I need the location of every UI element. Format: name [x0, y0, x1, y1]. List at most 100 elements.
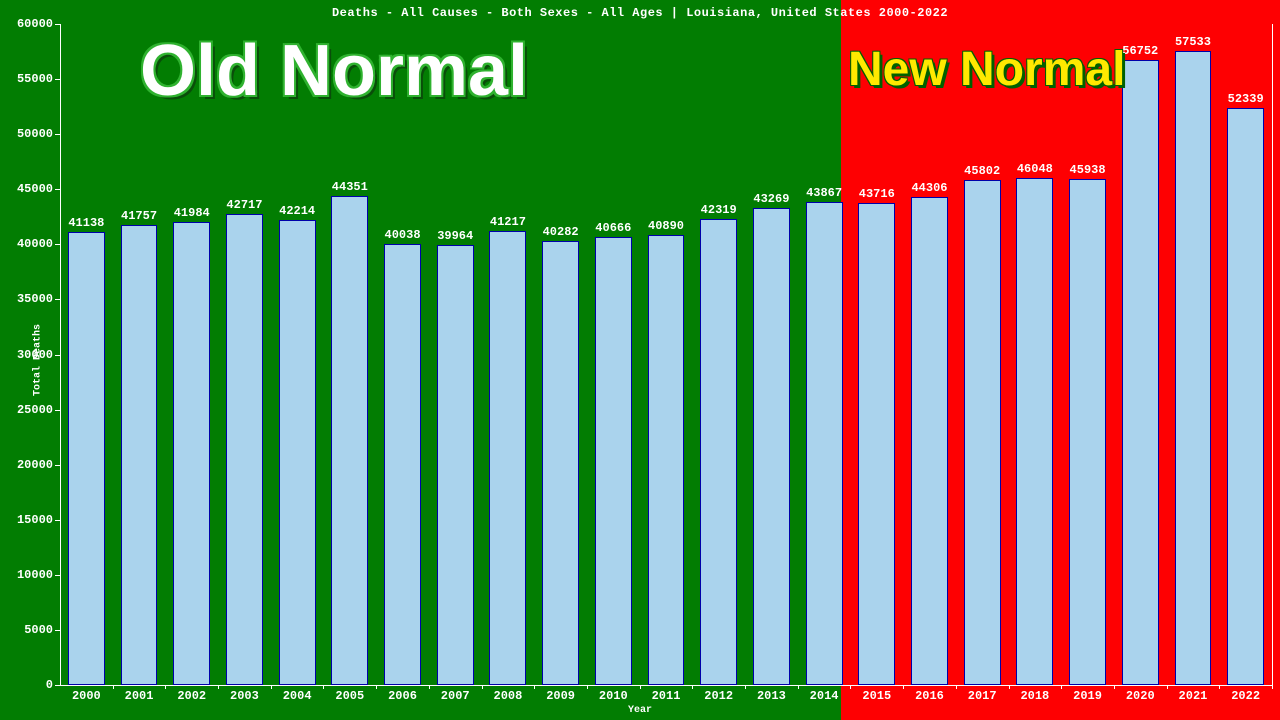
- x-tick-label: 2005: [335, 689, 364, 703]
- x-tick: [587, 685, 588, 689]
- y-tick: [55, 520, 60, 521]
- y-tick-label: 5000: [13, 623, 53, 637]
- bar-value-label: 44306: [911, 181, 947, 195]
- bar-value-label: 45938: [1070, 163, 1106, 177]
- bar: [1069, 179, 1106, 685]
- y-axis-line: [60, 24, 61, 685]
- bar: [595, 237, 632, 685]
- bar: [911, 197, 948, 685]
- bar: [68, 232, 105, 685]
- bar: [331, 196, 368, 685]
- x-tick-label: 2000: [72, 689, 101, 703]
- x-tick-label: 2001: [125, 689, 154, 703]
- y-tick: [55, 630, 60, 631]
- x-axis-line: [60, 685, 1272, 686]
- bar-value-label: 43269: [753, 192, 789, 206]
- x-tick-label: 2007: [441, 689, 470, 703]
- y-tick: [55, 410, 60, 411]
- y-tick: [55, 299, 60, 300]
- y-tick: [55, 355, 60, 356]
- bar-value-label: 41757: [121, 209, 157, 223]
- y-tick-label: 60000: [13, 17, 53, 31]
- x-tick: [271, 685, 272, 689]
- chart-title: Deaths - All Causes - Both Sexes - All A…: [0, 6, 1280, 20]
- y-tick: [55, 189, 60, 190]
- x-tick: [1167, 685, 1168, 689]
- x-tick: [429, 685, 430, 689]
- bar-value-label: 46048: [1017, 162, 1053, 176]
- bar: [1016, 178, 1053, 685]
- x-tick-label: 2017: [968, 689, 997, 703]
- x-tick-label: 2002: [177, 689, 206, 703]
- x-tick-label: 2006: [388, 689, 417, 703]
- y-tick: [55, 134, 60, 135]
- x-axis-label: Year: [0, 705, 1280, 716]
- y-tick-label: 15000: [13, 513, 53, 527]
- y-tick: [55, 685, 60, 686]
- x-tick: [323, 685, 324, 689]
- bar: [964, 180, 1001, 685]
- y-tick: [55, 465, 60, 466]
- bar-value-label: 56752: [1122, 44, 1158, 58]
- background-right: [841, 0, 1280, 720]
- bar: [858, 203, 895, 685]
- bar-value-label: 40282: [543, 225, 579, 239]
- x-tick: [692, 685, 693, 689]
- x-tick: [1272, 685, 1273, 689]
- bar-value-label: 43867: [806, 186, 842, 200]
- x-tick-label: 2009: [546, 689, 575, 703]
- x-tick-label: 2010: [599, 689, 628, 703]
- bar-value-label: 40890: [648, 219, 684, 233]
- bar: [279, 220, 316, 685]
- bar-value-label: 39964: [437, 229, 473, 243]
- y-tick: [55, 575, 60, 576]
- y-tick-label: 0: [13, 678, 53, 692]
- x-tick: [113, 685, 114, 689]
- x-tick-label: 2008: [494, 689, 523, 703]
- bar-value-label: 42319: [701, 203, 737, 217]
- x-tick-label: 2012: [704, 689, 733, 703]
- x-tick-label: 2018: [1020, 689, 1049, 703]
- bar: [489, 231, 526, 685]
- bar-value-label: 41984: [174, 206, 210, 220]
- x-tick: [534, 685, 535, 689]
- bar: [806, 202, 843, 685]
- x-tick-label: 2003: [230, 689, 259, 703]
- bar-value-label: 52339: [1228, 92, 1264, 106]
- x-tick-label: 2011: [652, 689, 681, 703]
- x-tick-label: 2013: [757, 689, 786, 703]
- x-tick: [1061, 685, 1062, 689]
- bar: [1227, 108, 1264, 685]
- x-tick: [376, 685, 377, 689]
- bar-value-label: 57533: [1175, 35, 1211, 49]
- bar: [700, 219, 737, 685]
- x-tick: [850, 685, 851, 689]
- y-tick-label: 50000: [13, 127, 53, 141]
- x-tick: [1219, 685, 1220, 689]
- y-tick-label: 35000: [13, 292, 53, 306]
- x-tick-label: 2019: [1073, 689, 1102, 703]
- bar: [648, 235, 685, 685]
- bar-value-label: 41138: [68, 216, 104, 230]
- x-tick: [482, 685, 483, 689]
- y-tick-label: 40000: [13, 237, 53, 251]
- x-tick-label: 2015: [862, 689, 891, 703]
- chart-container: Deaths - All Causes - Both Sexes - All A…: [0, 0, 1280, 720]
- x-tick: [640, 685, 641, 689]
- bar-value-label: 41217: [490, 215, 526, 229]
- bar: [1122, 60, 1159, 685]
- y-tick-label: 10000: [13, 568, 53, 582]
- x-tick-label: 2014: [810, 689, 839, 703]
- bar-value-label: 40038: [385, 228, 421, 242]
- y-axis-line-right: [1272, 24, 1273, 685]
- x-tick: [956, 685, 957, 689]
- bar: [121, 225, 158, 685]
- y-tick-label: 25000: [13, 403, 53, 417]
- x-tick-label: 2020: [1126, 689, 1155, 703]
- y-tick: [55, 24, 60, 25]
- bar: [384, 244, 421, 685]
- overlay-new-normal: New Normal: [848, 42, 1125, 97]
- bar: [1175, 51, 1212, 685]
- bar: [173, 222, 210, 685]
- bar-value-label: 44351: [332, 180, 368, 194]
